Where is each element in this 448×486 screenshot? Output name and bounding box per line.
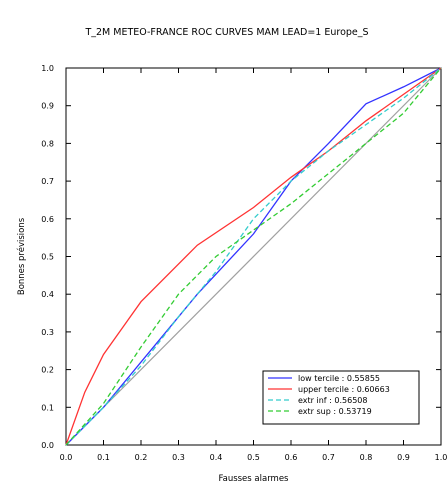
y-axis-label: Bonnes prévisions bbox=[16, 217, 27, 295]
x-tick-label: 1.0 bbox=[435, 453, 448, 462]
x-tick-label: 0.3 bbox=[172, 453, 185, 462]
legend-label-3: extr inf : 0.56508 bbox=[298, 396, 367, 405]
y-tick-label: 0.0 bbox=[41, 441, 54, 450]
y-tick-label: 0.4 bbox=[41, 290, 54, 299]
y-tick-label: 0.9 bbox=[41, 102, 54, 111]
y-tick-label: 0.8 bbox=[41, 139, 54, 148]
x-tick-label: 0.7 bbox=[322, 453, 335, 462]
y-tick-label: 0.1 bbox=[41, 403, 54, 412]
series-line-1 bbox=[65, 67, 442, 446]
x-axis-label: Fausses alarmes bbox=[219, 474, 290, 484]
x-tick-label: 0.4 bbox=[210, 453, 223, 462]
y-tick-label: 0.6 bbox=[41, 215, 54, 224]
plot-frame bbox=[65, 67, 442, 446]
x-tick-label: 0.2 bbox=[135, 453, 148, 462]
chart-title: T_2M METEO-FRANCE ROC CURVES MAM LEAD=1 … bbox=[84, 27, 368, 38]
series-line-2 bbox=[65, 67, 442, 446]
x-tick-label: 0.9 bbox=[397, 453, 410, 462]
legend-label-4: extr sup : 0.53719 bbox=[298, 407, 372, 416]
legend-box bbox=[262, 370, 420, 425]
y-tick-label: 0.5 bbox=[41, 253, 54, 262]
x-tick-label: 0.0 bbox=[60, 453, 73, 462]
x-tick-label: 0.1 bbox=[97, 453, 110, 462]
y-tick-label: 0.2 bbox=[41, 366, 54, 375]
y-tick-label: 0.7 bbox=[41, 177, 54, 186]
legend: low tercile : 0.55855 upper tercile : 0.6… bbox=[262, 370, 420, 425]
x-tick-label: 0.5 bbox=[247, 453, 260, 462]
y-tick-label: 1.0 bbox=[41, 64, 54, 73]
series-line-3 bbox=[65, 67, 442, 446]
x-tick-label: 0.6 bbox=[285, 453, 298, 462]
y-tick-label: 0.3 bbox=[41, 328, 54, 337]
diagonal-reference-line bbox=[65, 67, 442, 446]
legend-label-1: low tercile : 0.55855 bbox=[298, 374, 380, 383]
x-tick-label: 0.8 bbox=[360, 453, 373, 462]
legend-label-2: upper tercile : 0.60663 bbox=[298, 385, 390, 394]
